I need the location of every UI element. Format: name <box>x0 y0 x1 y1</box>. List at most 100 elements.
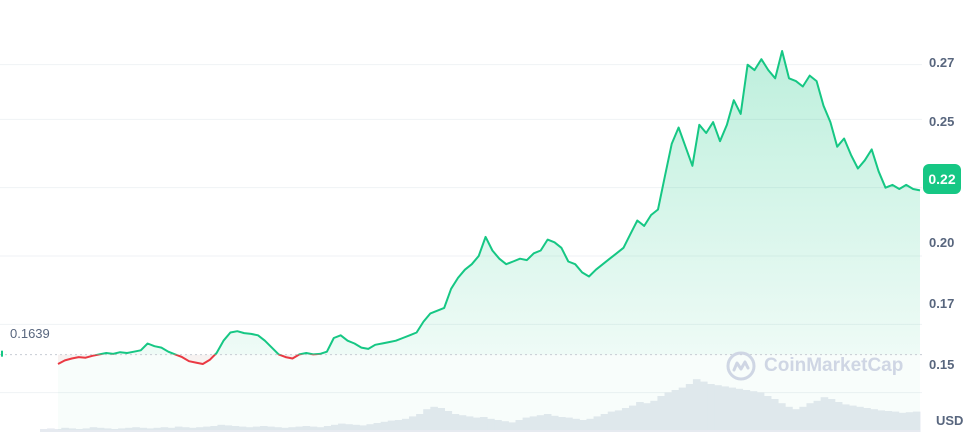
volume-bar <box>401 418 410 432</box>
volume-bar <box>891 411 900 432</box>
volume-bar <box>316 427 325 432</box>
volume-bar <box>905 412 914 432</box>
volume-bar <box>281 427 289 432</box>
volume-bar <box>338 423 346 432</box>
volume-bar <box>274 427 282 432</box>
volume-bar <box>806 403 815 432</box>
volume-bar <box>366 424 375 432</box>
volume-bar <box>110 429 119 432</box>
volume-bar <box>870 409 878 432</box>
volume-bar <box>721 386 729 432</box>
volume-bar <box>430 406 438 432</box>
volume-bar <box>181 427 190 432</box>
y-tick-label: 0.15 <box>929 357 955 372</box>
volume-bar <box>231 426 240 432</box>
volume-bar <box>522 417 531 432</box>
price-line-up <box>93 50 921 355</box>
volume-bar <box>799 406 807 432</box>
volume-bar <box>451 414 460 432</box>
volume-bar <box>685 384 694 432</box>
volume-bar <box>678 387 687 432</box>
volume-bar <box>323 426 332 432</box>
coinmarketcap-logo-icon <box>726 351 756 381</box>
volume-bar <box>813 400 822 432</box>
volume-bar <box>394 420 403 432</box>
volume-bar <box>785 406 793 432</box>
watermark-text: CoinMarketCap <box>764 355 904 376</box>
volume-bar <box>494 420 502 432</box>
volume-bar <box>217 424 226 432</box>
volume-bar <box>373 423 382 432</box>
volume-bar <box>252 426 261 432</box>
volume-bar <box>820 397 829 432</box>
volume-bar <box>579 420 587 432</box>
volume-bar <box>586 418 595 432</box>
volume-bar <box>40 429 48 432</box>
volume-bar <box>189 427 197 432</box>
volume-bar <box>153 427 162 432</box>
current-price-badge: 0.22 <box>923 164 961 194</box>
volume-bar <box>345 424 353 432</box>
volume-bar <box>650 400 658 432</box>
volume-bar <box>330 424 339 432</box>
volume-bar <box>714 385 722 432</box>
volume-bar <box>700 381 708 432</box>
volume-bar <box>692 379 701 432</box>
volume-bar <box>792 409 800 432</box>
volume-bar <box>118 428 126 432</box>
volume-bar <box>508 422 516 432</box>
volume-bar <box>387 420 396 432</box>
volume-bar <box>550 415 559 432</box>
volume-bar <box>82 428 91 432</box>
volume-bar <box>742 390 751 432</box>
volume-bar <box>47 428 55 432</box>
volume-bar <box>671 390 680 432</box>
volume-bar <box>238 426 247 432</box>
volume-bar <box>196 427 204 432</box>
volume-bar <box>898 412 907 432</box>
volume-bar <box>295 426 304 432</box>
volume-bar <box>487 418 495 432</box>
price-line-down <box>57 354 321 365</box>
volume-bar <box>224 425 233 432</box>
volume-bar <box>735 388 744 432</box>
volume-bar <box>841 404 850 432</box>
volume-bar <box>167 427 176 432</box>
price-line <box>1 50 921 365</box>
volume-bar <box>749 391 758 432</box>
volume-bar <box>614 410 623 432</box>
volume-bar <box>96 427 105 432</box>
volume-bar <box>352 424 360 432</box>
volume-bar <box>536 415 545 432</box>
volume-bar <box>607 411 616 432</box>
y-tick-label: 0.27 <box>929 55 955 70</box>
volume-bar <box>174 426 183 432</box>
volume-bar <box>68 428 76 432</box>
volume-bar <box>203 426 211 432</box>
volume-bar <box>856 406 864 432</box>
volume-bar <box>465 416 474 432</box>
volume-bar <box>657 396 666 432</box>
volume-bar <box>480 417 488 432</box>
baseline-price-label: 0.1639 <box>8 326 52 341</box>
volume-bar <box>529 416 538 432</box>
volume-bar <box>309 426 318 432</box>
volume-bar <box>302 426 311 432</box>
volume-bar <box>707 384 715 432</box>
volume-bar <box>515 420 524 432</box>
y-tick-label: 0.25 <box>929 114 955 129</box>
volume-bar <box>416 414 424 432</box>
volume-bar <box>501 421 509 432</box>
y-tick-label: 0.17 <box>929 296 955 311</box>
volume-bar <box>636 402 644 432</box>
volume-bar <box>643 403 651 432</box>
volume-bar <box>409 416 417 432</box>
volume-bar <box>629 405 637 432</box>
volume-bar <box>593 416 602 432</box>
volume-bar <box>884 411 893 432</box>
volume-bar <box>565 417 573 432</box>
volume-bar <box>458 415 467 432</box>
volume-bar <box>770 399 779 432</box>
volume-bar <box>834 402 843 432</box>
